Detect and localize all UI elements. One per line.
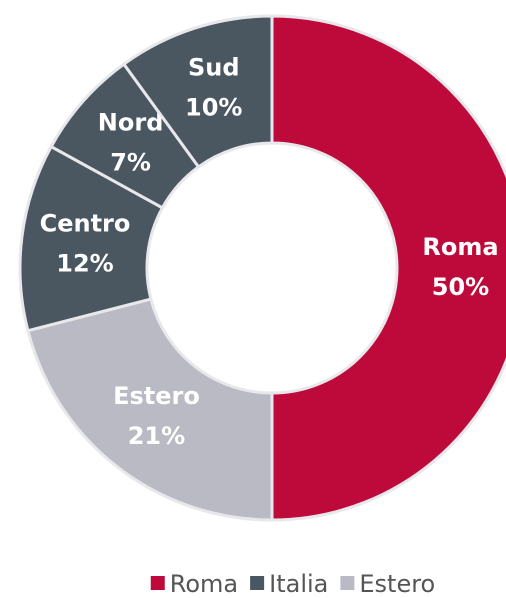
- slice-category: Centro: [40, 209, 131, 237]
- legend-label: Estero: [359, 570, 435, 598]
- slice-value: 7%: [110, 148, 151, 176]
- slice-category: Roma: [422, 233, 498, 261]
- slice-category: Estero: [113, 382, 200, 410]
- slice-value: 21%: [128, 422, 185, 450]
- legend-swatch: [340, 576, 355, 590]
- legend-label: Italia: [269, 570, 328, 598]
- slice-category: Sud: [188, 54, 240, 82]
- legend: Roma Italia Estero: [150, 570, 435, 598]
- slice-value: 10%: [185, 94, 242, 122]
- slice-category: Nord: [98, 108, 164, 136]
- slice: [121, 14, 274, 169]
- legend-label: Roma: [170, 570, 238, 598]
- legend-swatch: [250, 576, 265, 590]
- slice-value: 50%: [432, 273, 489, 301]
- slice: [26, 297, 274, 522]
- slice: [270, 14, 506, 522]
- legend-swatch: [150, 576, 165, 590]
- slice-value: 12%: [56, 249, 113, 277]
